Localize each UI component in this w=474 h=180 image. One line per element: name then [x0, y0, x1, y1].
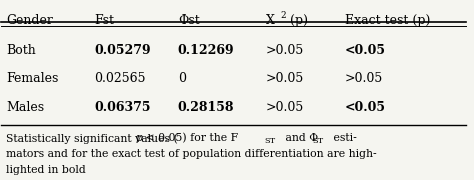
Text: 0: 0: [178, 72, 186, 85]
Text: 2: 2: [280, 11, 285, 20]
Text: >0.05: >0.05: [345, 72, 383, 85]
Text: Statistically significant values (: Statistically significant values (: [6, 133, 178, 144]
Text: 0.28158: 0.28158: [178, 101, 234, 114]
Text: Females: Females: [6, 72, 58, 85]
Text: Exact test (p): Exact test (p): [345, 14, 430, 27]
Text: 0.02565: 0.02565: [94, 72, 146, 85]
Text: < 0.05) for the F: < 0.05) for the F: [142, 133, 238, 144]
Text: esti-: esti-: [330, 133, 357, 143]
Text: ST: ST: [264, 137, 275, 145]
Text: ST: ST: [312, 137, 324, 145]
Text: >0.05: >0.05: [266, 101, 304, 114]
Text: <0.05: <0.05: [345, 101, 386, 114]
Text: p: p: [135, 133, 142, 143]
Text: lighted in bold: lighted in bold: [6, 165, 86, 175]
Text: 0.06375: 0.06375: [94, 101, 151, 114]
Text: >0.05: >0.05: [266, 44, 304, 57]
Text: 0.05279: 0.05279: [94, 44, 151, 57]
Text: Males: Males: [6, 101, 44, 114]
Text: Both: Both: [6, 44, 36, 57]
Text: X: X: [266, 14, 275, 27]
Text: 0.12269: 0.12269: [178, 44, 235, 57]
Text: Φst: Φst: [178, 14, 200, 27]
Text: (p): (p): [286, 14, 309, 27]
Text: Fst: Fst: [94, 14, 114, 27]
Text: >0.05: >0.05: [266, 72, 304, 85]
Text: <0.05: <0.05: [345, 44, 386, 57]
Text: Gender: Gender: [6, 14, 53, 27]
Text: mators and for the exact test of population differentiation are high-: mators and for the exact test of populat…: [6, 149, 377, 159]
Text: and Φ: and Φ: [282, 133, 318, 143]
